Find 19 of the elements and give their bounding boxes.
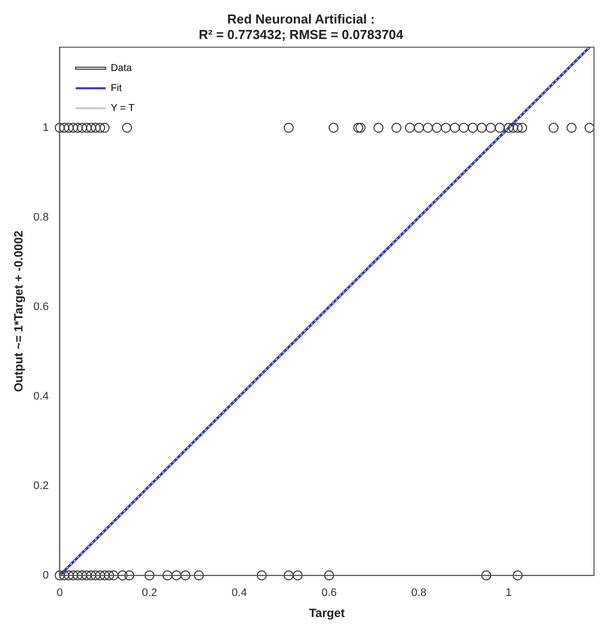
legend-label: Y = T — [110, 102, 135, 114]
legend-label: Data — [110, 62, 132, 74]
y-tick-label: 0.6 — [33, 300, 49, 313]
x-tick-label: 0.4 — [232, 587, 247, 600]
legend-label: Fit — [110, 82, 122, 94]
x-axis-title: Target — [308, 606, 345, 620]
x-tick-label: 0.8 — [411, 587, 427, 600]
chart-subtitle: R² = 0.773432; RMSE = 0.0783704 — [198, 26, 404, 42]
y-tick-label: 0.2 — [33, 480, 49, 492]
y-tick-label: 0 — [42, 569, 49, 582]
y-axis-title: Output ~= 1*Target + -0.0002 — [12, 230, 26, 392]
x-tick-label: 0.6 — [321, 587, 337, 600]
x-tick-label: 0.2 — [142, 587, 158, 600]
y-tick-label: 0.4 — [33, 390, 49, 402]
y-tick-label: 0.8 — [33, 211, 49, 224]
y-tick-label: 1 — [42, 122, 49, 134]
x-tick-label: 1 — [506, 587, 512, 600]
chart-title: Red Neuronal Artificial : — [227, 11, 375, 26]
x-tick-label: 0 — [56, 587, 63, 600]
